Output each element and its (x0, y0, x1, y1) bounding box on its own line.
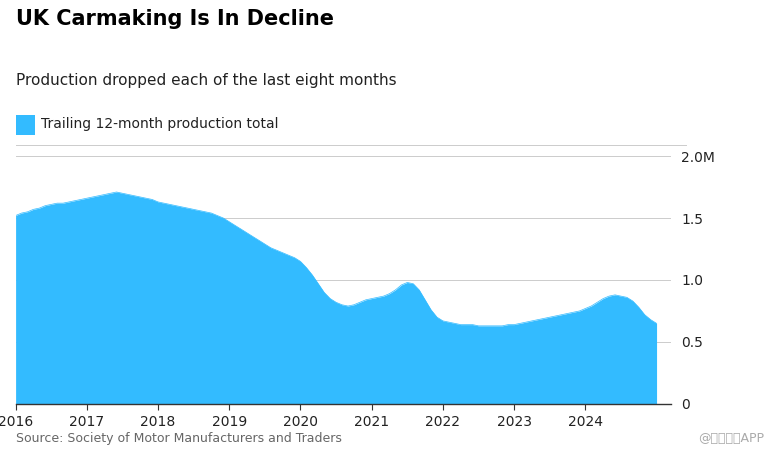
Text: UK Carmaking Is In Decline: UK Carmaking Is In Decline (16, 9, 334, 29)
Text: @智通财经APP: @智通财经APP (698, 432, 764, 445)
Text: Source: Society of Motor Manufacturers and Traders: Source: Society of Motor Manufacturers a… (16, 432, 342, 445)
Text: Production dropped each of the last eight months: Production dropped each of the last eigh… (16, 73, 396, 89)
Text: Trailing 12-month production total: Trailing 12-month production total (41, 117, 278, 131)
